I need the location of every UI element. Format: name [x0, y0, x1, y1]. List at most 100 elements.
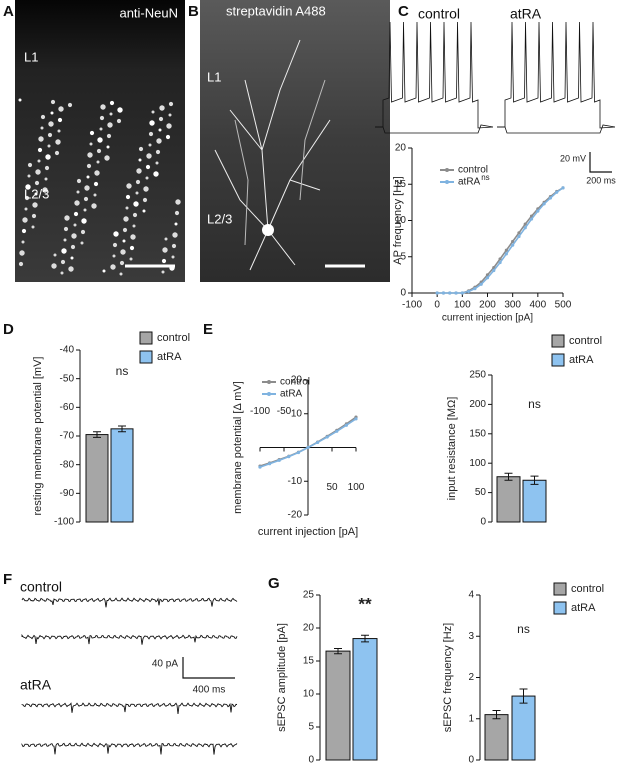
neuron: [27, 162, 33, 168]
neuron: [67, 102, 73, 108]
neuron: [133, 201, 139, 207]
legend-marker: [267, 380, 271, 384]
neuron: [73, 211, 79, 217]
bar: [352, 638, 378, 761]
legend-label: control: [280, 377, 310, 388]
neuron: [73, 223, 77, 227]
y-axis-label: AP frequency [Hz]: [392, 176, 404, 264]
neuron: [76, 178, 82, 184]
error-bar: [504, 472, 513, 481]
legend-swatch: [551, 334, 565, 348]
neuron: [122, 227, 128, 233]
bar: [496, 476, 521, 523]
x-tick-label: -100: [250, 406, 270, 417]
point: [344, 423, 348, 427]
condition-label: atRA: [20, 677, 52, 693]
neuron: [138, 158, 142, 162]
neuron: [89, 130, 95, 136]
neuron: [32, 202, 38, 208]
x-tick-label: 0: [434, 300, 440, 311]
neuron: [97, 137, 103, 143]
legend-marker: [267, 392, 271, 396]
neuron: [166, 123, 172, 129]
neuron: [126, 183, 132, 189]
y-tick-label: -40: [60, 345, 75, 356]
neuron: [61, 248, 67, 254]
panel-label: D: [3, 321, 14, 338]
neuron: [125, 194, 131, 200]
annotation: ns: [528, 397, 541, 411]
legend-label: atRA: [280, 389, 303, 400]
y-tick-label: 0: [480, 517, 486, 528]
neuron: [151, 110, 155, 114]
neuron: [145, 164, 151, 170]
legend-marker: [445, 180, 449, 184]
neuron: [102, 269, 106, 273]
y-tick-label: 15: [303, 656, 315, 667]
bar: [511, 695, 536, 761]
legend-swatch: [551, 353, 565, 367]
neuron: [132, 212, 138, 218]
legend-label: control: [157, 332, 190, 344]
point: [504, 252, 508, 256]
neuron: [60, 271, 64, 275]
point: [473, 287, 477, 291]
neuron: [109, 112, 113, 116]
neuron: [158, 128, 162, 132]
y-tick-label: 1: [468, 713, 474, 724]
error-bar: [93, 431, 101, 438]
point: [517, 234, 521, 239]
neuron: [171, 255, 175, 259]
y-tick-label: 0: [308, 755, 314, 766]
neuron: [93, 193, 97, 197]
legend-swatch: [139, 331, 153, 345]
neuron: [122, 239, 126, 243]
point: [498, 260, 502, 265]
neuron: [63, 226, 69, 232]
error-bar: [530, 475, 539, 485]
sepsc-trace: [21, 702, 238, 715]
scale-bar: [182, 657, 235, 679]
neuron: [100, 104, 106, 110]
neuron: [60, 259, 66, 265]
neuron: [86, 175, 90, 179]
point: [523, 222, 527, 226]
neuron: [47, 144, 51, 148]
neuron: [164, 237, 168, 241]
neuron: [135, 191, 139, 195]
scale-label: 40 pA: [152, 659, 178, 670]
neuron: [50, 111, 54, 115]
neuron: [165, 134, 171, 140]
point: [460, 291, 464, 295]
neuron: [168, 113, 172, 117]
y-tick-label: 15: [395, 179, 407, 190]
point: [296, 450, 300, 455]
point: [529, 217, 534, 221]
y-tick-label: 50: [475, 487, 487, 498]
soma: [262, 224, 274, 236]
neuron: [175, 199, 181, 205]
neuron: [138, 146, 144, 152]
neuron: [148, 131, 154, 137]
panel-label: B: [188, 3, 199, 20]
neuron: [132, 224, 136, 228]
neuron: [161, 270, 165, 274]
y-tick-label: 0: [400, 288, 406, 299]
point: [511, 239, 515, 244]
legend-marker: [445, 168, 449, 172]
panel-label: A: [3, 3, 14, 20]
neuron: [135, 179, 141, 185]
neuron: [40, 126, 44, 130]
neuron: [47, 132, 53, 138]
neuron: [24, 207, 28, 211]
annotation: ns: [517, 622, 530, 636]
annotation: **: [358, 594, 372, 613]
neuron: [53, 253, 57, 257]
neuron: [129, 257, 133, 261]
neuron: [112, 242, 118, 248]
point: [335, 429, 339, 433]
scale-label: 20 mV: [560, 153, 586, 163]
neuron: [109, 100, 115, 106]
neuron: [112, 254, 116, 258]
scale-label: 200 ms: [586, 175, 616, 185]
